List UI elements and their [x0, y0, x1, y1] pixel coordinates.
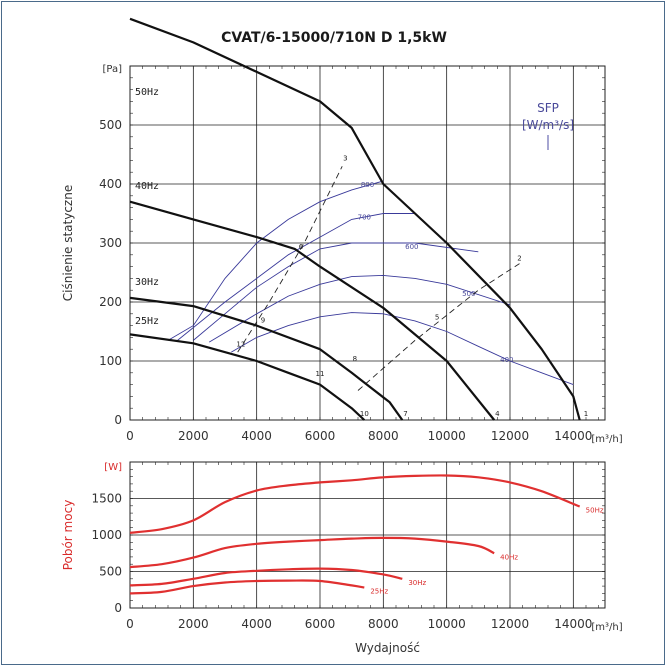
top-xtick-label: 12000	[491, 429, 529, 443]
top-x-unit: [m³/h]	[591, 434, 622, 445]
bottom-xtick-label: 8000	[368, 617, 399, 631]
sfp-curve-800	[167, 180, 384, 341]
bottom-xtick-label: 10000	[428, 617, 466, 631]
power-curve-30Hz	[129, 567, 403, 587]
sfp-title: SFP	[537, 101, 559, 115]
system-line-1	[357, 263, 520, 391]
bottom-y-unit: [W]	[104, 462, 122, 473]
fan-label-50Hz: 50Hz	[135, 87, 159, 98]
power-curve-40Hz	[129, 536, 495, 569]
point-label-6: 6	[299, 243, 304, 251]
top-y-unit: [Pa]	[102, 64, 122, 75]
fan-label-25Hz: 25Hz	[135, 316, 159, 327]
top-ytick-label: 300	[99, 236, 122, 250]
point-label-12: 12	[236, 340, 245, 348]
power-label-30Hz: 30Hz	[408, 579, 426, 587]
sfp-curve-400	[231, 312, 574, 386]
sfp-label-700: 700	[358, 213, 371, 221]
top-ytick-label: 200	[99, 295, 122, 309]
top-xtick-label: 4000	[241, 429, 272, 443]
sfp-label-600: 600	[405, 243, 418, 251]
power-curve-50Hz	[129, 474, 581, 534]
system-line-0	[237, 166, 343, 353]
bottom-xtick-label: 2000	[178, 617, 209, 631]
point-label-8: 8	[353, 355, 357, 363]
sfp-unit: [W/m³/s]	[522, 118, 574, 132]
bottom-ytick-label: 0	[114, 601, 122, 615]
bottom-xtick-label: 12000	[491, 617, 529, 631]
top-xtick-label: 14000	[554, 429, 592, 443]
point-label-11: 11	[316, 370, 325, 378]
fan-curve-50Hz	[129, 17, 581, 421]
bottom-xlabel: Wydajność	[355, 641, 420, 655]
sfp-curve-700	[177, 213, 415, 341]
sfp-label-800: 800	[361, 181, 374, 189]
bottom-x-unit: [m³/h]	[591, 622, 622, 633]
sfp-curve-500	[208, 274, 511, 343]
power-label-50Hz: 50Hz	[586, 507, 604, 515]
bottom-xtick-label: 14000	[554, 617, 592, 631]
fan-curve-40Hz	[129, 200, 496, 421]
power-curve-25Hz	[129, 579, 365, 595]
sfp-curve-600	[193, 242, 479, 341]
chart-title: CVAT/6-15000/710N D 1,5kW	[221, 30, 447, 46]
top-ylabel: Ciśnienie statyczne	[61, 185, 75, 301]
bottom-ytick-label: 500	[99, 565, 122, 579]
point-label-7: 7	[403, 410, 407, 418]
bottom-xtick-label: 4000	[241, 617, 272, 631]
top-xtick-label: 0	[126, 429, 134, 443]
bottom-ylabel: Pobór mocy	[61, 500, 75, 571]
point-label-5: 5	[435, 314, 439, 322]
bottom-xtick-label: 6000	[305, 617, 336, 631]
fan-curve-30Hz	[129, 296, 404, 421]
bottom-xtick-label: 0	[126, 617, 134, 631]
top-ytick-label: 500	[99, 118, 122, 132]
top-ytick-label: 400	[99, 177, 122, 191]
sfp-label-400: 400	[500, 356, 513, 364]
sfp-label-500: 500	[462, 290, 475, 298]
fan-label-30Hz: 30Hz	[135, 277, 159, 288]
point-label-2: 2	[517, 255, 521, 263]
point-label-4: 4	[495, 410, 500, 418]
bottom-ytick-label: 1000	[91, 528, 122, 542]
power-label-25Hz: 25Hz	[370, 588, 388, 596]
point-label-3: 3	[343, 154, 347, 162]
fan-label-40Hz: 40Hz	[135, 181, 159, 192]
point-label-1: 1	[584, 410, 588, 418]
point-label-9: 9	[261, 317, 265, 325]
top-xtick-label: 2000	[178, 429, 209, 443]
top-xtick-label: 8000	[368, 429, 399, 443]
power-label-40Hz: 40Hz	[500, 553, 518, 561]
fan-curve-25Hz	[129, 333, 366, 421]
top-ytick-label: 0	[114, 413, 122, 427]
point-label-10: 10	[360, 410, 369, 418]
top-xtick-label: 10000	[428, 429, 466, 443]
top-xtick-label: 6000	[305, 429, 336, 443]
bottom-ytick-label: 1500	[91, 492, 122, 506]
top-ytick-label: 100	[99, 354, 122, 368]
